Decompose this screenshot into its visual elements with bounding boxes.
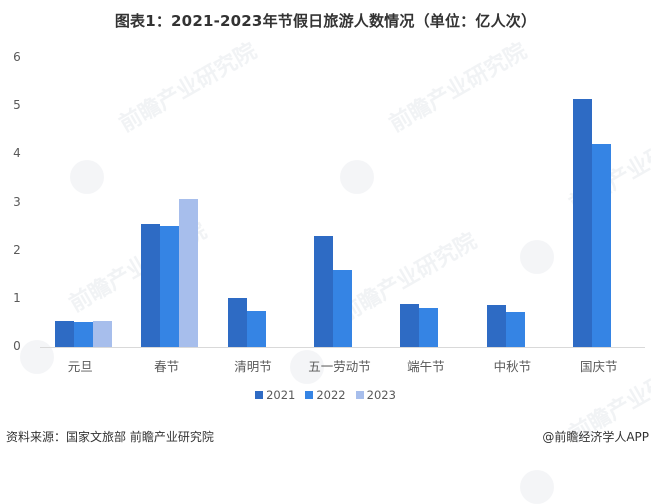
bar-2021 bbox=[400, 304, 420, 347]
bar-2022 bbox=[246, 310, 266, 347]
bar-2022 bbox=[333, 269, 352, 347]
bar-2022 bbox=[592, 143, 612, 347]
watermark-logo-icon bbox=[520, 240, 554, 274]
bar-2022 bbox=[505, 311, 525, 347]
bar-2023 bbox=[179, 198, 199, 347]
x-tick-label: 端午节 bbox=[407, 359, 445, 374]
legend-item-2023: 2023 bbox=[355, 388, 396, 402]
x-tick-label: 国庆节 bbox=[580, 359, 618, 374]
y-tick-label: 6 bbox=[13, 50, 21, 64]
bar-2021 bbox=[314, 236, 333, 347]
bar-2022 bbox=[160, 226, 180, 347]
bar-2021 bbox=[54, 321, 74, 347]
x-tick-label: 春节 bbox=[154, 359, 180, 374]
chart-title: 图表1：2021-2023年节假日旅游人数情况（单位：亿人次） bbox=[114, 12, 537, 30]
y-tick-label: 2 bbox=[13, 242, 21, 257]
x-tick-label: 元旦 bbox=[67, 359, 93, 374]
legend-item-2022: 2022 bbox=[305, 388, 346, 402]
x-tick-label: 中秋节 bbox=[493, 359, 532, 374]
legend-label: 2023 bbox=[366, 388, 396, 402]
plot-area bbox=[40, 58, 645, 347]
legend-item-2021: 2021 bbox=[255, 388, 295, 402]
y-tick-label: 1 bbox=[13, 290, 21, 305]
source-note: 资料来源：国家文旅部 前瞻产业研究院 bbox=[6, 430, 214, 444]
y-tick-label: 5 bbox=[13, 98, 21, 113]
bar-2021 bbox=[573, 98, 593, 347]
bar-2021 bbox=[486, 304, 506, 347]
bar-2023 bbox=[92, 321, 112, 347]
x-axis-line bbox=[40, 347, 645, 348]
x-tick-label: 清明节 bbox=[234, 359, 272, 374]
watermark-logo-icon bbox=[290, 350, 324, 384]
bar-2022 bbox=[419, 308, 439, 347]
x-tick-label: 五一劳动节 bbox=[308, 359, 371, 374]
watermark-logo-icon bbox=[340, 160, 374, 194]
watermark-logo-icon bbox=[20, 340, 54, 374]
bar-2021 bbox=[227, 297, 247, 347]
legend-swatch-icon bbox=[355, 391, 364, 399]
legend-label: 2022 bbox=[316, 388, 346, 402]
bar-2022 bbox=[73, 321, 93, 347]
y-tick-label: 4 bbox=[13, 146, 21, 161]
legend-swatch-icon bbox=[255, 391, 264, 399]
legend-swatch-icon bbox=[305, 391, 314, 399]
watermark-logo-icon bbox=[520, 470, 554, 504]
credit-note: @前瞻经济学人APP bbox=[542, 430, 649, 444]
y-tick-label: 0 bbox=[13, 339, 21, 353]
watermark-logo-icon bbox=[70, 160, 104, 194]
legend: 2021 2022 2023 bbox=[0, 388, 651, 402]
bar-2021 bbox=[141, 223, 161, 347]
y-tick-label: 3 bbox=[13, 194, 21, 209]
legend-label: 2021 bbox=[266, 388, 296, 402]
